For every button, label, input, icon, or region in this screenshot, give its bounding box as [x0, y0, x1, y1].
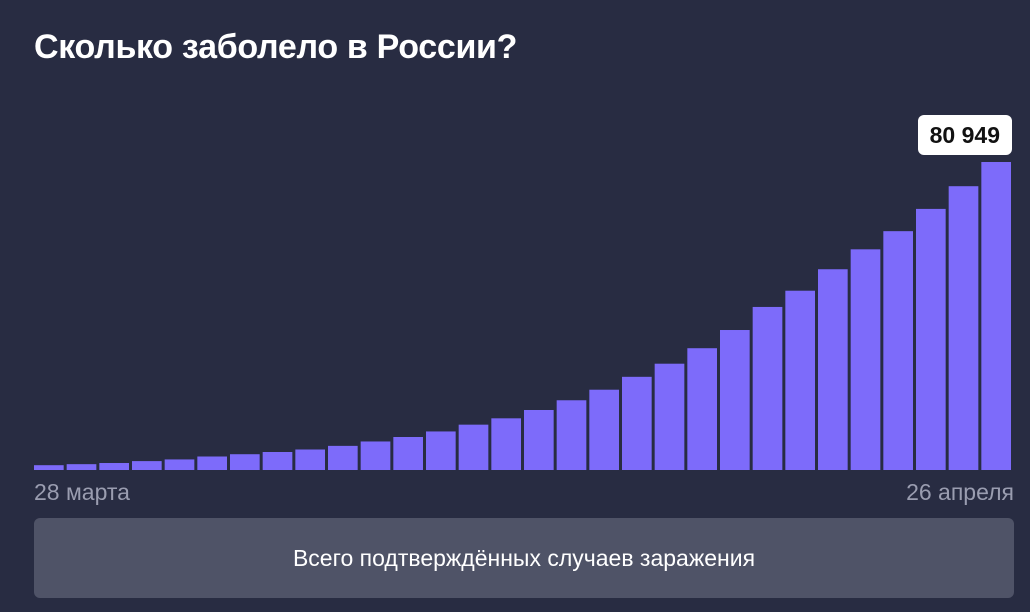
- bar: [687, 348, 717, 470]
- x-tick-start: 28 марта: [34, 479, 130, 505]
- bar: [654, 363, 685, 470]
- bar: [916, 208, 946, 470]
- bar: [99, 463, 129, 470]
- bar: [360, 441, 391, 470]
- last-value-label: 80 949: [917, 115, 1012, 155]
- total-cases-button[interactable]: Всего подтверждённых случаев заражения: [34, 518, 1014, 598]
- bar: [34, 465, 64, 470]
- bar: [66, 464, 97, 470]
- bar: [426, 431, 456, 470]
- chart-title: Сколько заболело в России?: [34, 28, 518, 66]
- bar: [197, 456, 227, 470]
- bar: [295, 449, 325, 470]
- bar: [883, 231, 913, 470]
- bar: [785, 290, 815, 470]
- bar: [328, 445, 358, 470]
- bar: [948, 186, 979, 470]
- bar: [524, 410, 554, 470]
- bar: [622, 376, 652, 470]
- x-tick-end: 26 апреля: [906, 479, 1014, 505]
- total-cases-label: Всего подтверждённых случаев заражения: [292, 544, 756, 571]
- bar: [164, 459, 195, 470]
- bar: [491, 418, 521, 470]
- bar: [818, 269, 848, 470]
- bar: [393, 437, 423, 470]
- bar: [230, 454, 260, 470]
- bar: [262, 452, 293, 470]
- bar: [589, 389, 619, 470]
- bar: [556, 400, 587, 470]
- bar: [720, 330, 750, 470]
- bar: [850, 249, 881, 470]
- bar: [752, 306, 783, 470]
- bar: [981, 162, 1011, 470]
- bar: [132, 461, 162, 470]
- bar: [458, 424, 489, 470]
